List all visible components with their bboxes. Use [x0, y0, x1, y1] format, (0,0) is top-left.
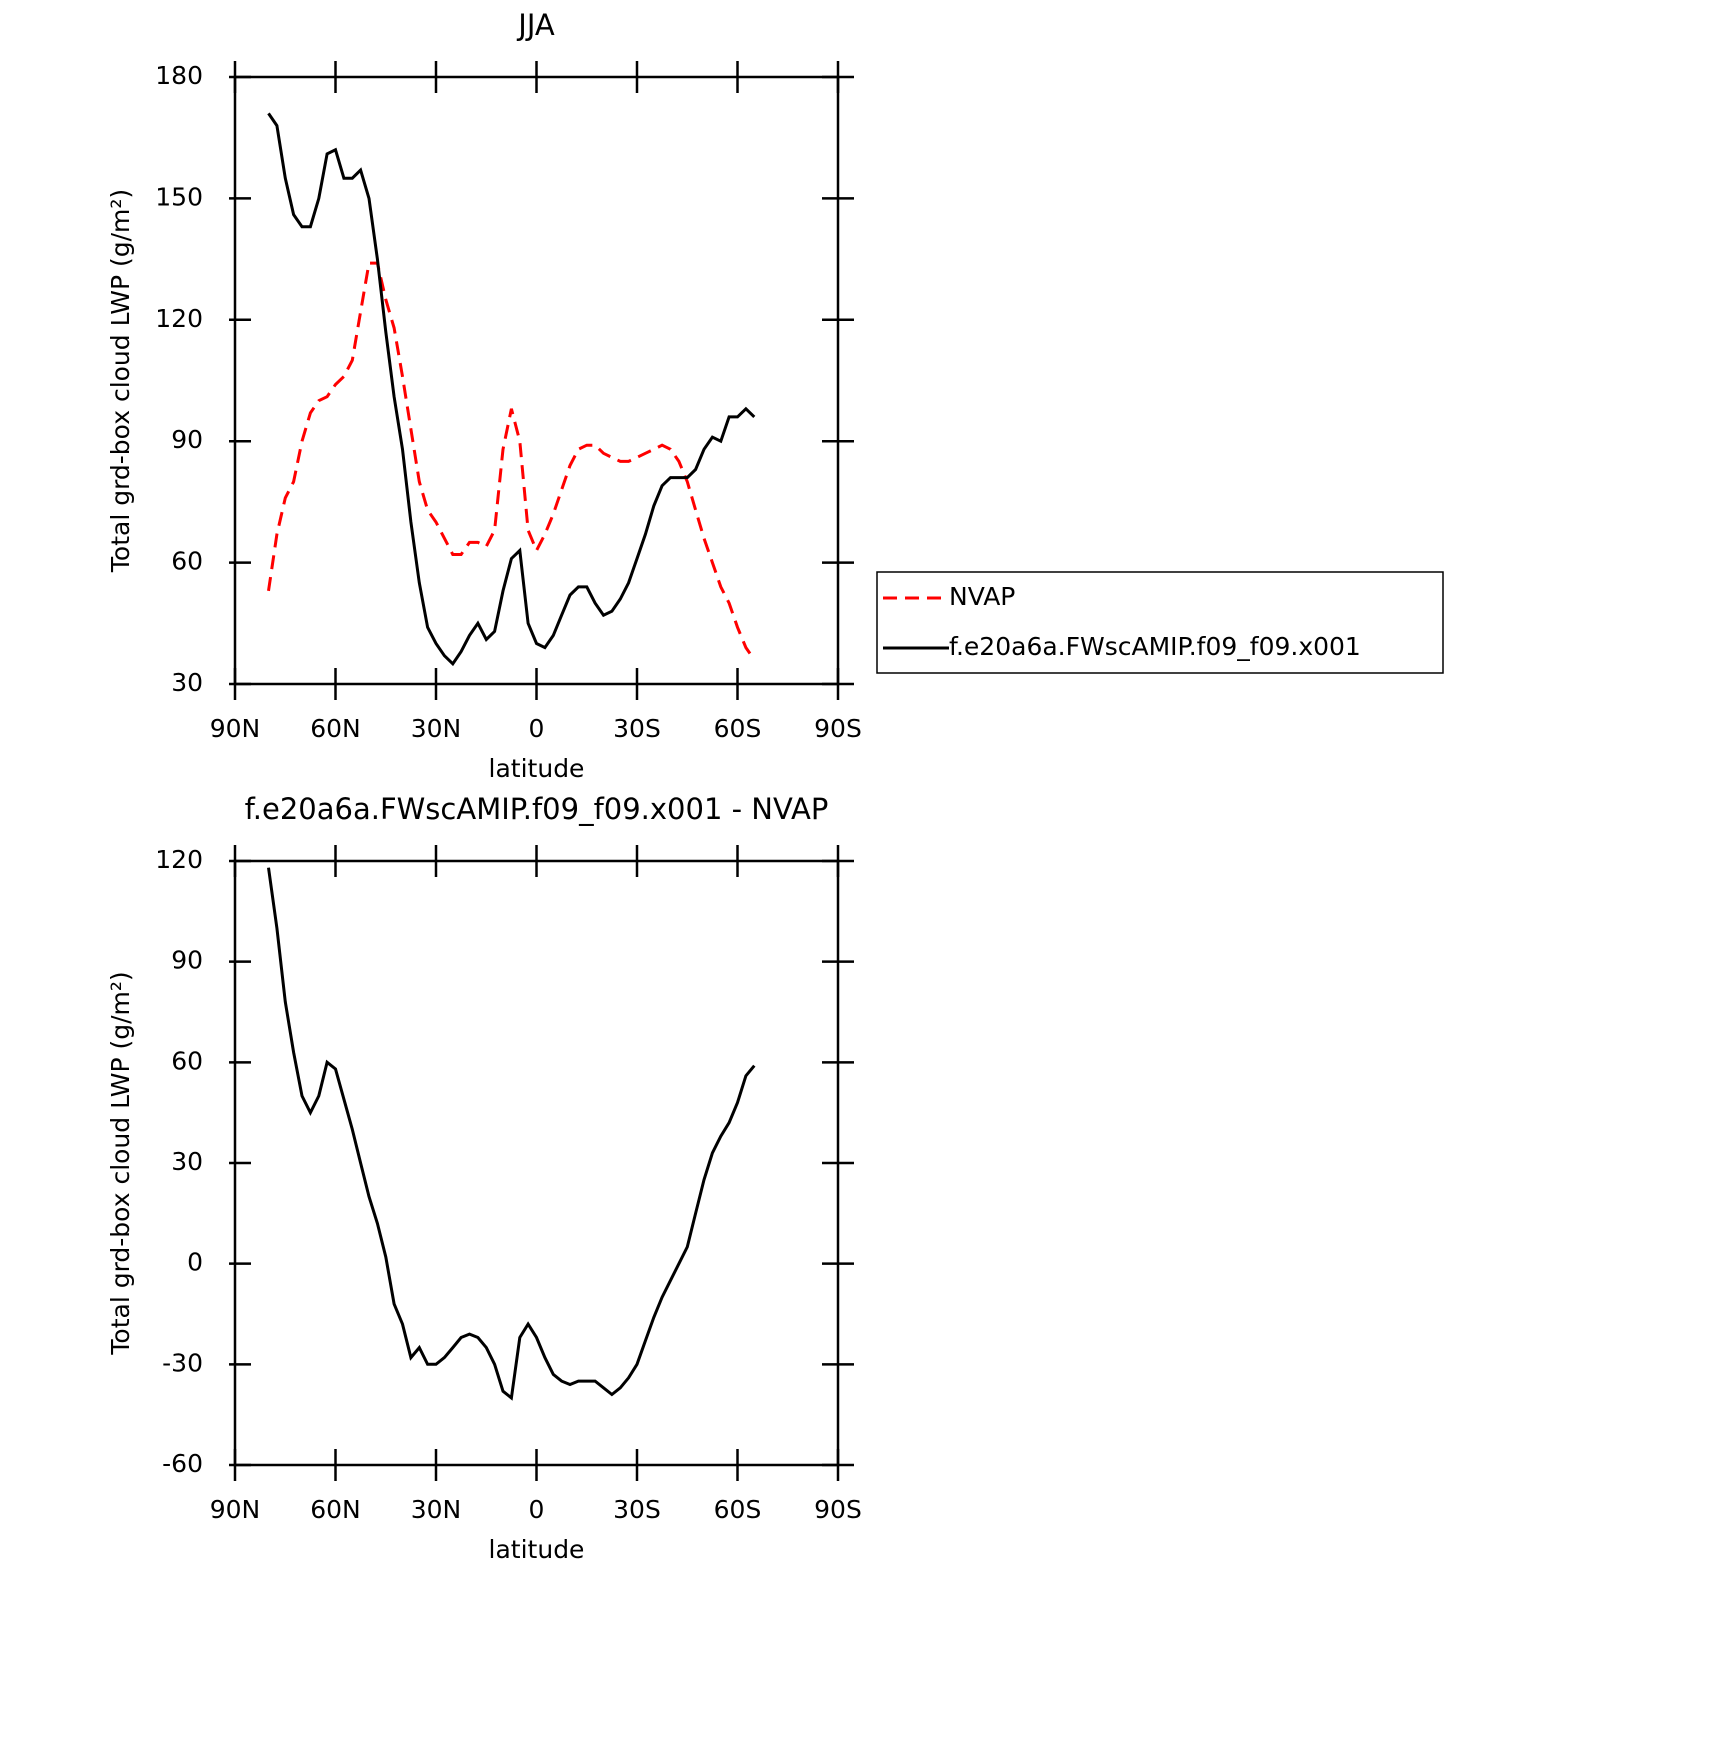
y-tick-label: 150	[155, 182, 203, 211]
y-tick-label: 90	[171, 425, 203, 454]
x-tick-label: 60S	[714, 1495, 762, 1524]
x-tick-label: 0	[529, 714, 545, 743]
x-tick-label: 60S	[714, 714, 762, 743]
x-tick-label: 90N	[210, 714, 261, 743]
x-tick-label: 30S	[613, 1495, 661, 1524]
x-tick-label: 90S	[814, 714, 862, 743]
y-tick-label: 90	[171, 946, 203, 975]
y-tick-label: 60	[171, 547, 203, 576]
x-axis-label: latitude	[489, 1535, 585, 1564]
chart-title: JJA	[516, 8, 555, 42]
y-tick-label: 30	[171, 1147, 203, 1176]
series-line	[267, 261, 756, 661]
y-tick-label: 0	[187, 1248, 203, 1277]
legend-label: f.e20a6a.FWscAMIP.f09_f09.x001	[949, 632, 1361, 661]
legend-label: NVAP	[949, 582, 1015, 611]
y-tick-label: 180	[155, 61, 203, 90]
y-axis-label: Total grd-box cloud LWP (g/m²)	[106, 189, 135, 573]
series-line	[267, 867, 756, 1401]
x-tick-label: 30N	[411, 1495, 462, 1524]
x-tick-label: 60N	[310, 714, 361, 743]
x-axis-label: latitude	[489, 754, 585, 783]
y-tick-label: 30	[171, 668, 203, 697]
x-tick-label: 0	[529, 1495, 545, 1524]
y-tick-label: -60	[162, 1449, 203, 1478]
y-axis-label: Total grd-box cloud LWP (g/m²)	[106, 971, 135, 1355]
x-tick-label: 30N	[411, 714, 462, 743]
plot-frame	[233, 859, 840, 1467]
chart-title: f.e20a6a.FWscAMIP.f09_f09.x001 - NVAP	[245, 792, 829, 826]
x-tick-label: 60N	[310, 1495, 361, 1524]
x-tick-label: 30S	[613, 714, 661, 743]
x-tick-label: 90S	[814, 1495, 862, 1524]
series-line	[267, 112, 756, 667]
y-tick-label: 120	[155, 304, 203, 333]
legend-box	[876, 571, 1444, 674]
x-tick-label: 90N	[210, 1495, 261, 1524]
y-tick-label: 120	[155, 845, 203, 874]
y-tick-label: -30	[162, 1348, 203, 1377]
y-tick-label: 60	[171, 1046, 203, 1075]
